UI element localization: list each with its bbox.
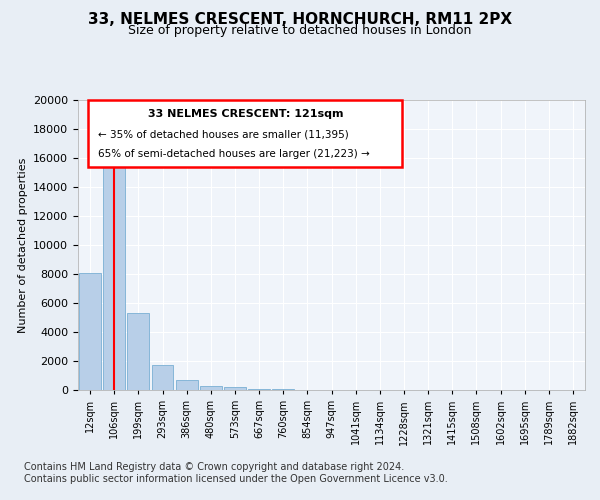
Text: 33 NELMES CRESCENT: 121sqm: 33 NELMES CRESCENT: 121sqm: [148, 108, 343, 118]
Bar: [248, 388, 270, 390]
Bar: [176, 380, 197, 390]
Text: Contains public sector information licensed under the Open Government Licence v3: Contains public sector information licen…: [24, 474, 448, 484]
Y-axis label: Number of detached properties: Number of detached properties: [17, 158, 28, 332]
Text: 65% of semi-detached houses are larger (21,223) →: 65% of semi-detached houses are larger (…: [98, 150, 370, 160]
FancyBboxPatch shape: [88, 100, 403, 166]
Text: ← 35% of detached houses are smaller (11,395): ← 35% of detached houses are smaller (11…: [98, 129, 349, 139]
Bar: [127, 313, 149, 390]
Bar: [152, 364, 173, 390]
Bar: [200, 386, 221, 390]
Bar: [79, 272, 101, 390]
Bar: [224, 387, 246, 390]
Text: Size of property relative to detached houses in London: Size of property relative to detached ho…: [128, 24, 472, 37]
Text: 33, NELMES CRESCENT, HORNCHURCH, RM11 2PX: 33, NELMES CRESCENT, HORNCHURCH, RM11 2P…: [88, 12, 512, 28]
Bar: [103, 151, 125, 390]
Text: Contains HM Land Registry data © Crown copyright and database right 2024.: Contains HM Land Registry data © Crown c…: [24, 462, 404, 472]
